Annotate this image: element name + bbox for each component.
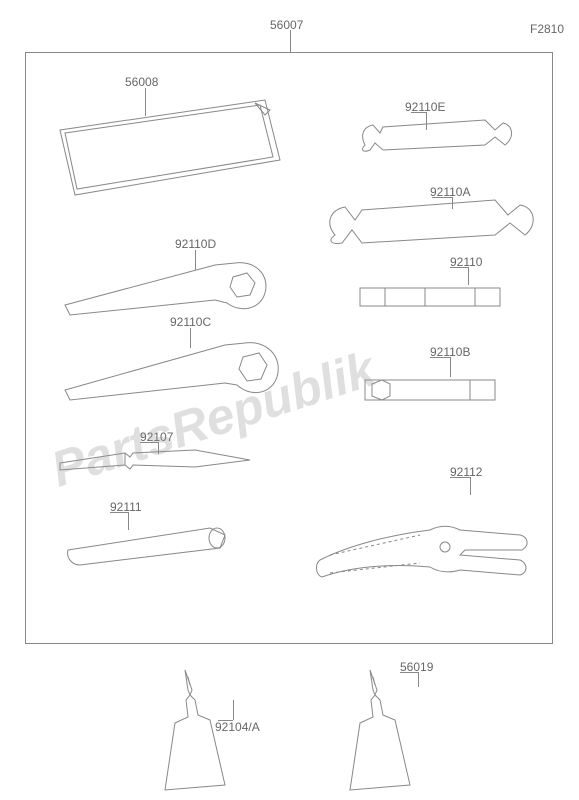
label-F2810: F2810	[530, 22, 564, 36]
part-ring-wrench-c	[55, 335, 285, 410]
part-tool-bag	[55, 95, 285, 205]
label-56007: 56007	[270, 18, 303, 32]
part-wrench-open-large	[320, 195, 540, 260]
part-screwdriver	[55, 445, 255, 480]
part-pliers	[310, 485, 535, 585]
part-ring-wrench-d	[55, 255, 275, 325]
label-56008: 56008	[125, 75, 158, 89]
label-92110D: 92110D	[175, 237, 216, 251]
part-socket-bar	[355, 278, 510, 318]
leader	[290, 30, 291, 52]
leader	[450, 477, 470, 478]
leader	[110, 512, 128, 513]
part-grease-tube-b	[335, 665, 420, 795]
leader	[430, 357, 450, 358]
part-handle-tube	[60, 520, 235, 570]
leader	[411, 112, 426, 113]
leader	[450, 267, 468, 268]
part-wrench-open-small	[355, 115, 525, 170]
part-grease-tube-a	[150, 665, 235, 795]
leader	[140, 442, 158, 443]
part-plug-socket	[360, 370, 505, 410]
parts-diagram: 56007 F2810 56008 92110E 92110A 92110D 9…	[0, 0, 579, 800]
